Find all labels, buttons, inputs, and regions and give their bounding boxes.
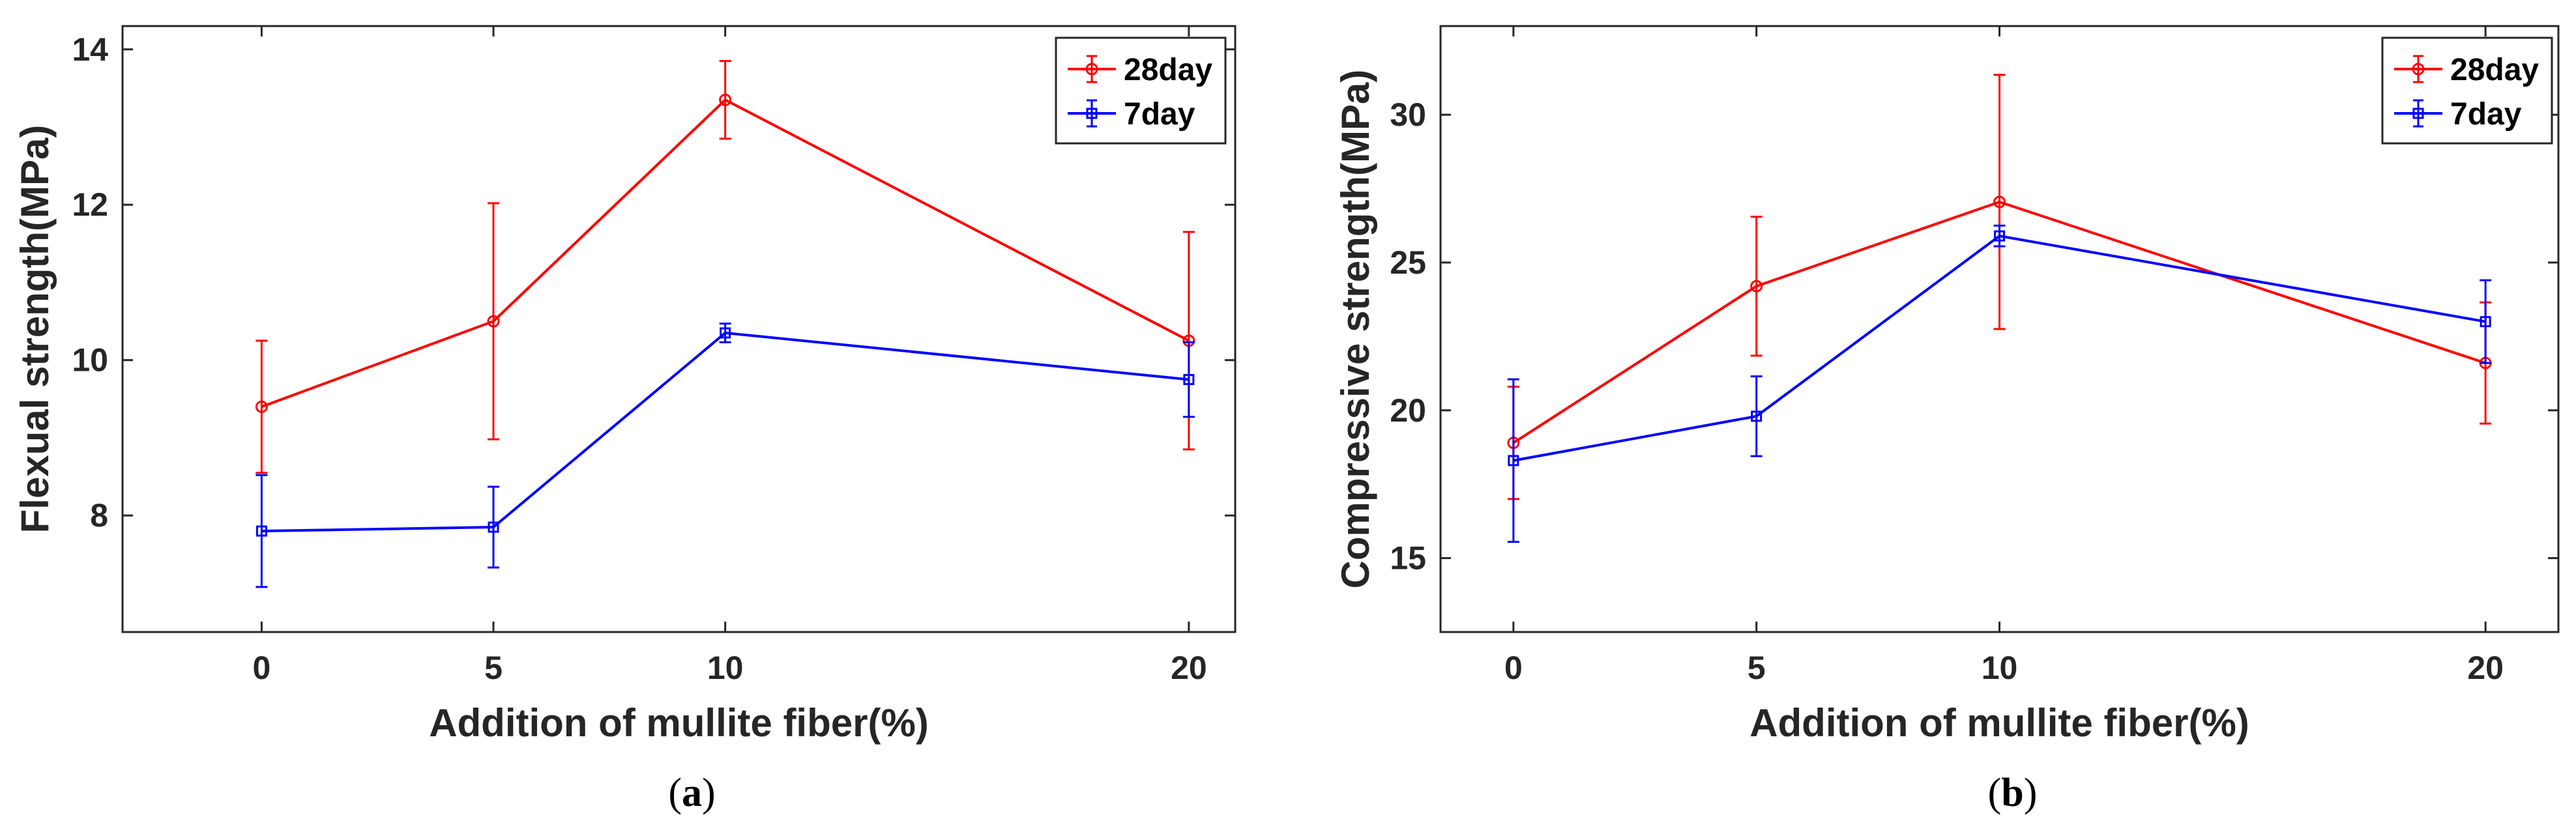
legend-label: 7day [2450,97,2522,132]
chart-panel-a: 0 5 10 20 8 10 12 14 Addition of mullite fiber(%… [13,25,1237,815]
data-point-7day [256,525,267,537]
data-point-7day [1508,455,1519,467]
y-tick-label: 8 [90,497,108,534]
legend-box [2381,36,2553,145]
panel-caption: (a) [668,771,715,815]
y-tick-label: 15 [1390,540,1426,577]
y-tick-label: 14 [72,31,108,68]
data-point-7day [1183,374,1195,385]
x-tick-label: 0 [1504,650,1523,686]
data-point-28day [1993,195,2006,208]
legend-box [1055,36,1227,145]
x-tick-label: 10 [1982,650,2018,686]
legend: 28day 7day [1055,36,1227,145]
series-28day [255,60,1195,474]
data-point-28day [1750,280,1763,293]
x-tick-label: 10 [707,650,744,686]
data-point-7day [2480,316,2491,328]
legend-label: 28day [2450,53,2539,87]
series-line-7day [1513,234,2486,462]
legend-marker [1086,108,1098,119]
plot-area-frame [121,25,1237,633]
data-point-28day [487,315,500,328]
series-line-28day [1512,200,2486,444]
series-7day [256,323,1195,588]
legend-marker [1085,63,1098,76]
data-point-7day [488,521,499,533]
series-28day [1507,74,2492,500]
x-axis-label: Addition of mullite fiber(%) [429,701,929,745]
y-tick-label: 10 [72,342,108,379]
panel-caption: (b) [1988,771,2038,815]
x-tick-label: 20 [2467,650,2504,686]
y-tick-label: 12 [72,186,108,223]
data-point-28day [719,93,732,106]
legend: 28day 7day [2381,36,2553,145]
data-point-28day [255,400,268,413]
data-point-7day [720,327,731,339]
y-axis-label: Flexual strength(MPa) [13,125,57,534]
panel-caption-letter: b [2001,771,2023,815]
x-axis-label: Addition of mullite fiber(%) [1749,701,2249,745]
series-line-28day [261,98,1190,409]
legend-label: 28day [1124,53,1212,87]
y-tick-label: 25 [1390,244,1426,281]
data-point-7day [1994,230,2005,242]
legend-marker [2412,108,2424,119]
panel-caption-letter: a [682,771,702,815]
data-point-7day [1751,410,1763,422]
legend-marker [2412,63,2425,76]
chart-panel-b: 0 5 10 20 15 20 25 30 Addition of mullite fiber(… [1334,25,2560,815]
x-tick-label: 0 [252,650,271,686]
y-tick-label: 30 [1390,96,1426,133]
series-line-7day [261,331,1190,532]
y-axis-label: Compressive strength(MPa) [1334,70,1377,589]
x-tick-label: 5 [1748,650,1766,686]
legend-label: 7day [1124,97,1195,132]
x-tick-label: 5 [484,650,503,686]
x-tick-label: 20 [1171,650,1207,686]
series-7day [1507,224,2492,543]
y-tick-label: 20 [1390,392,1426,429]
